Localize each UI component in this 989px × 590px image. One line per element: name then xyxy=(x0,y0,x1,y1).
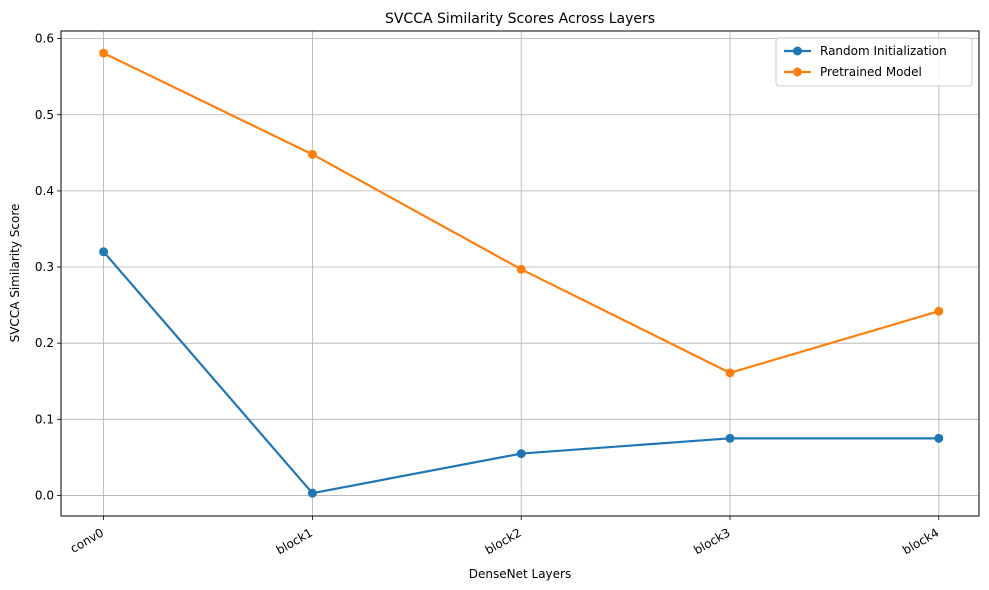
y-ticks: 0.0 0.1 0.2 0.3 0.4 0.5 0.6 xyxy=(35,32,61,502)
legend-box xyxy=(775,37,973,87)
legend-marker xyxy=(793,67,802,77)
data-point xyxy=(725,368,735,378)
y-tick-label: 0.6 xyxy=(35,32,54,46)
data-point xyxy=(516,264,526,274)
x-tick-label: block4 xyxy=(900,525,941,557)
grid xyxy=(61,31,979,516)
y-axis-label: SVCCA Similarity Score xyxy=(8,204,22,343)
legend-label: Pretrained Model xyxy=(820,65,922,79)
chart-title: SVCCA Similarity Scores Across Layers xyxy=(385,11,655,27)
data-point xyxy=(934,433,944,443)
y-tick-label: 0.3 xyxy=(35,260,54,274)
x-axis-label: DenseNet Layers xyxy=(469,567,571,581)
y-tick-label: 0.2 xyxy=(35,336,54,350)
legend-marker xyxy=(793,46,802,56)
data-point xyxy=(725,433,735,443)
data-point xyxy=(99,247,109,257)
data-point xyxy=(99,48,109,58)
series-group xyxy=(99,48,944,498)
legend-label: Random Initialization xyxy=(820,44,947,58)
y-tick-label: 0.1 xyxy=(35,412,54,426)
x-tick-label: block2 xyxy=(483,525,524,557)
x-ticks: conv0 block1 block2 block3 block4 xyxy=(68,516,941,557)
x-tick-label: block3 xyxy=(691,525,732,557)
plot-frame xyxy=(60,30,980,517)
y-tick-label: 0.0 xyxy=(35,488,54,502)
legend: Random Initialization Pretrained Model xyxy=(775,37,973,87)
data-point xyxy=(934,306,944,316)
y-tick-label: 0.4 xyxy=(35,184,54,198)
data-point xyxy=(307,488,317,498)
x-tick-label: conv0 xyxy=(68,525,106,555)
x-tick-label: block1 xyxy=(274,525,315,557)
data-point xyxy=(307,149,317,159)
data-point xyxy=(516,449,526,459)
y-tick-label: 0.5 xyxy=(35,108,54,122)
